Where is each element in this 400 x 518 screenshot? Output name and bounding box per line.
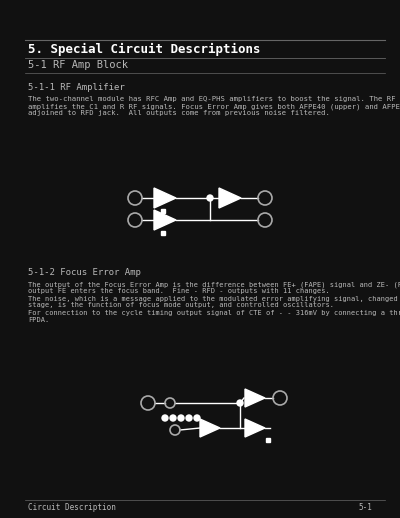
Bar [266, 438, 270, 442]
Polygon shape [219, 188, 241, 208]
Text: 5. Special Circuit Descriptions: 5. Special Circuit Descriptions [28, 43, 260, 56]
Text: 5-1-1 RF Amplifier: 5-1-1 RF Amplifier [28, 83, 125, 92]
Polygon shape [154, 210, 176, 230]
Circle shape [162, 415, 168, 421]
Text: 5-1-2 Focus Error Amp: 5-1-2 Focus Error Amp [28, 268, 141, 277]
Text: Circuit Description: Circuit Description [28, 503, 116, 512]
Text: 5-1 RF Amp Block: 5-1 RF Amp Block [28, 60, 128, 70]
Polygon shape [245, 419, 265, 437]
Text: The output of the Focus Error Amp is the difference between FE+ (FAPE) signal an: The output of the Focus Error Amp is the… [28, 281, 400, 323]
Bar [161, 209, 165, 213]
Polygon shape [200, 419, 220, 437]
Bar [161, 231, 165, 235]
Text: 5-1: 5-1 [358, 503, 372, 512]
Text: The two-channel module has RFC Amp and EQ-PHS amplifiers to boost the signal. Th: The two-channel module has RFC Amp and E… [28, 96, 400, 117]
Circle shape [237, 400, 243, 406]
Polygon shape [154, 188, 176, 208]
Circle shape [170, 415, 176, 421]
Circle shape [178, 415, 184, 421]
Circle shape [186, 415, 192, 421]
Circle shape [207, 195, 213, 201]
Circle shape [194, 415, 200, 421]
Polygon shape [245, 389, 265, 407]
